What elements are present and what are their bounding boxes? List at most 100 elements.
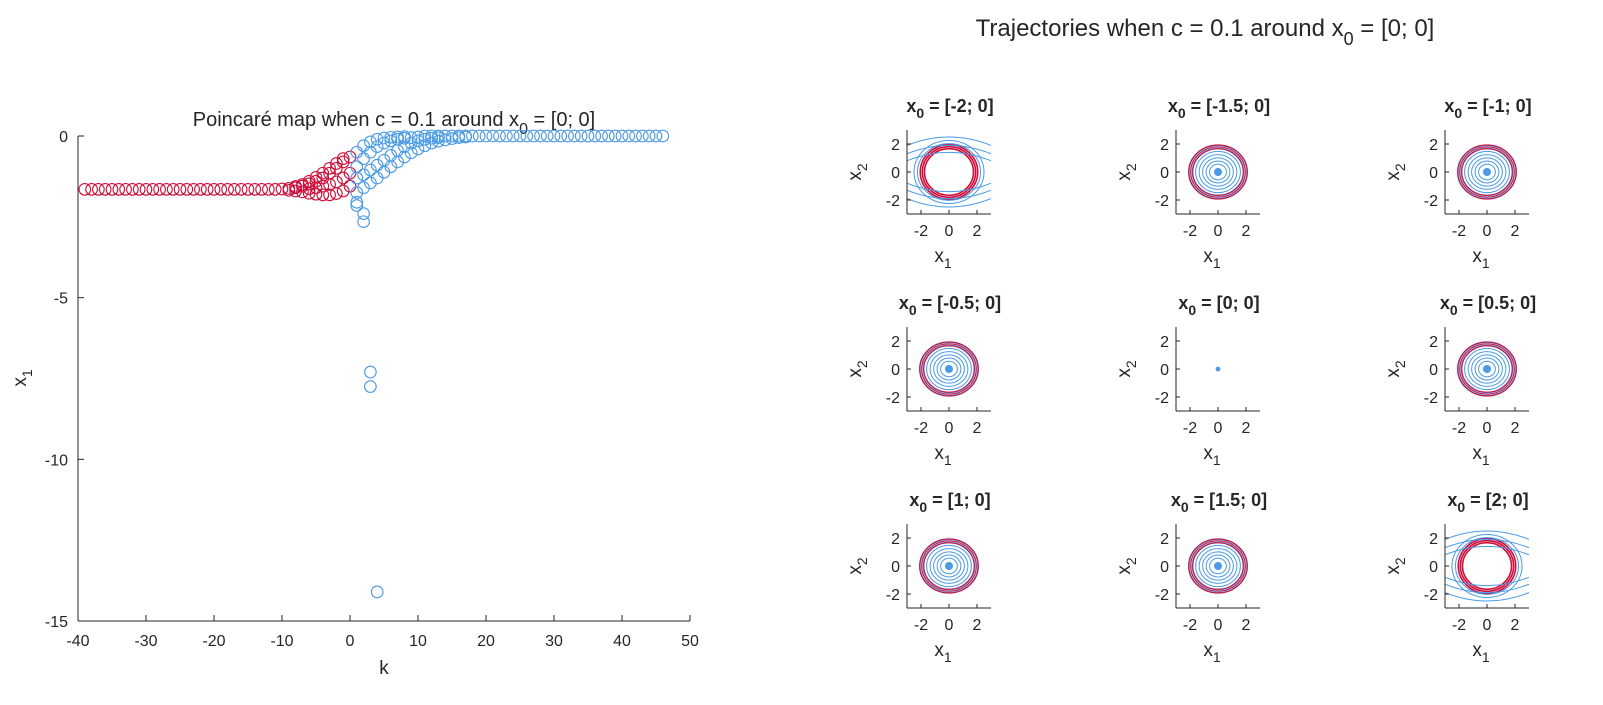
trajectory-orbit	[1451, 534, 1523, 598]
trajectory-orbit	[922, 344, 976, 394]
label-suffix: = [2; 0]	[1465, 490, 1529, 510]
data-point-red	[302, 174, 316, 188]
panel-y-tick-label: -2	[886, 587, 900, 604]
label-sub: 1	[944, 255, 952, 271]
poincare-y-label-sub: 1	[19, 369, 35, 377]
panel-y-tick-label: -2	[1155, 390, 1169, 407]
data-point-red	[194, 183, 207, 196]
figure-title-prefix: Trajectories when c = 0.1 around x	[976, 15, 1344, 42]
label-sub: 1	[1482, 255, 1490, 271]
data-point-red	[302, 182, 316, 196]
data-point-red	[330, 161, 343, 175]
data-point-blue	[364, 380, 377, 393]
panel-y-tick-label: 0	[891, 362, 900, 379]
data-point-blue	[554, 129, 568, 143]
panel-y-tick-label: -2	[886, 390, 900, 407]
data-point-blue	[350, 160, 364, 174]
figure-title-suffix: = [0; 0]	[1354, 15, 1435, 42]
poincare-points	[78, 129, 670, 599]
poincare-x-ticks: -40 -30 -20 -10 0 10 20 30 40 50	[66, 615, 699, 650]
label-sub: 1	[1213, 649, 1221, 665]
trajectory-orbit	[1474, 357, 1500, 381]
data-point-blue	[350, 186, 364, 199]
trajectory-curves	[1457, 341, 1517, 397]
x-tick-label: 10	[409, 633, 427, 650]
panel-y-tick-label: -2	[1155, 587, 1169, 604]
data-point-red	[112, 183, 126, 196]
figure-title: Trajectories when c = 0.1 around x0 = [0…	[976, 15, 1435, 49]
panel-title: x0 = [2; 0]	[1447, 490, 1528, 515]
panel-x-tick-label: 0	[1214, 617, 1223, 634]
limit-cycle-ring	[1188, 144, 1248, 200]
data-point-blue	[364, 365, 377, 379]
data-point-red	[173, 183, 187, 196]
trajectory-orbit	[1467, 351, 1507, 387]
label-sub: 1	[1213, 255, 1221, 271]
label-sub: 2	[854, 557, 870, 565]
data-point-red	[316, 179, 330, 193]
data-point-blue	[391, 130, 404, 144]
trajectory-orbit	[1202, 157, 1234, 187]
label-sub: 1	[1482, 649, 1490, 665]
data-point-blue	[438, 133, 452, 147]
data-point-blue	[459, 129, 472, 143]
data-point-blue	[350, 195, 364, 209]
label-sub: 2	[1123, 557, 1139, 565]
panel-y-label: x2	[1383, 360, 1408, 378]
trajectory-core	[1214, 168, 1222, 176]
trajectory-curves	[919, 341, 979, 397]
panel-x-tick-label: 0	[945, 617, 954, 634]
panel-y-label: x2	[845, 163, 870, 181]
y-tick-label: -5	[54, 291, 68, 308]
limit-cycle-ring	[1457, 341, 1517, 397]
trajectory-orbit	[1191, 541, 1245, 591]
data-point-red	[187, 183, 200, 196]
data-point-red	[343, 150, 357, 164]
label-base: x	[1444, 96, 1454, 116]
data-point-blue	[377, 136, 391, 150]
data-point-blue	[364, 135, 377, 149]
label-sub: 2	[1392, 557, 1408, 565]
trajectory-orbit	[933, 354, 965, 384]
data-point-red	[336, 152, 350, 165]
data-point-blue	[656, 129, 670, 143]
trajectory-orbit	[1188, 145, 1248, 199]
panel-title: x0 = [-0.5; 0]	[899, 293, 1001, 318]
panel-title: x0 = [-1.5; 0]	[1168, 96, 1270, 121]
data-point-blue	[615, 129, 629, 143]
trajectory-core	[1483, 365, 1491, 373]
label-sub: 2	[1392, 163, 1408, 171]
panel-x-tick-label: 0	[1483, 420, 1492, 437]
trajectory-orbit	[1205, 554, 1231, 578]
data-point-blue	[527, 129, 540, 143]
trajectory-orbit	[919, 539, 979, 593]
data-point-red	[268, 183, 282, 196]
data-point-blue	[472, 129, 486, 143]
data-point-blue	[445, 132, 459, 145]
trajectory-orbit	[929, 548, 969, 584]
label-base: x	[1171, 490, 1181, 510]
data-point-red	[343, 179, 357, 193]
trajectory-orbit	[1195, 150, 1241, 194]
label-base: x	[1383, 565, 1404, 575]
panel-y-tick-label: 2	[1429, 531, 1438, 548]
trajectory-orbit	[940, 557, 958, 575]
data-point-blue	[357, 215, 370, 229]
trajectory-orbit	[929, 351, 969, 387]
label-sub: 0	[909, 302, 917, 318]
label-base: x	[845, 368, 866, 378]
label-suffix: = [-2; 0]	[924, 96, 994, 116]
data-point-blue	[574, 129, 588, 143]
data-point-blue	[649, 129, 663, 143]
panel-x-tick-label: -2	[1183, 420, 1197, 437]
label-base: x	[1203, 246, 1213, 267]
data-point-blue	[506, 129, 520, 143]
data-point-red	[336, 171, 350, 185]
data-point-blue	[636, 129, 649, 143]
data-point-red	[309, 174, 323, 188]
trajectory-orbit	[1188, 539, 1248, 593]
data-point-red	[255, 183, 268, 196]
panel-x-label: x1	[1203, 443, 1221, 468]
